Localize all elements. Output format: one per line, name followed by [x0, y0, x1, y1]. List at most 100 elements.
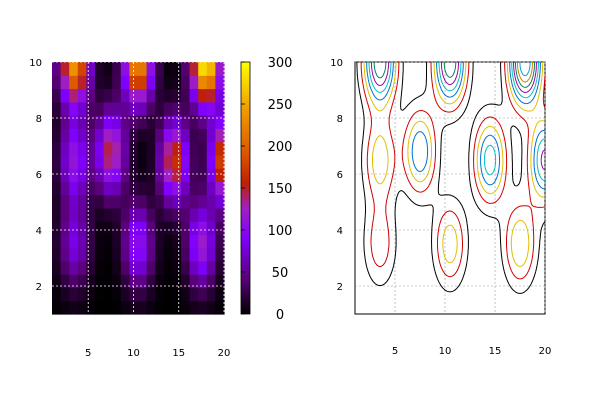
- heatmap-cell: [95, 207, 105, 222]
- heatmap-cell: [77, 128, 87, 143]
- colorbar-tick-label: 250: [268, 98, 293, 113]
- heatmap-cell: [95, 62, 105, 76]
- heatmap-cell: [77, 168, 87, 182]
- x-tick-label: 15: [489, 346, 502, 357]
- heatmap-cell: [138, 168, 148, 182]
- y-tick-label: 6: [337, 170, 343, 181]
- heatmap-cell: [103, 207, 113, 222]
- heatmap-cell: [95, 221, 105, 236]
- x-tick-label: 5: [85, 348, 91, 359]
- heatmap-cell: [155, 287, 165, 302]
- heatmap-cell: [198, 101, 208, 116]
- heatmap-cell: [215, 260, 225, 275]
- heatmap-cell: [77, 154, 87, 169]
- heatmap-cell: [60, 154, 70, 169]
- heatmap-cell: [146, 62, 156, 76]
- heatmap-cell: [198, 287, 208, 302]
- heatmap-cell: [155, 115, 165, 129]
- heatmap-cell: [206, 101, 216, 116]
- colorbar-tick-label: 150: [268, 182, 293, 197]
- heatmap-cell: [95, 234, 105, 249]
- heatmap-cell: [198, 141, 208, 156]
- heatmap-cell: [163, 221, 173, 236]
- x-tick-label: 10: [439, 346, 452, 357]
- heatmap-cell: [60, 194, 70, 209]
- heatmap-cell: [120, 234, 130, 249]
- heatmap-cell: [120, 141, 130, 156]
- y-tick-label: 8: [337, 114, 343, 125]
- heatmap-cell: [120, 75, 130, 90]
- heatmap-cell: [146, 207, 156, 222]
- heatmap-cell: [155, 247, 165, 262]
- heatmap-cell: [69, 128, 79, 143]
- heatmap-cell: [103, 101, 113, 116]
- heatmap-cell: [146, 128, 156, 143]
- contour-line: [373, 62, 536, 88]
- heatmap-cell: [146, 300, 156, 315]
- colorbar-tick-label: 200: [268, 140, 293, 155]
- heatmap-cell: [95, 194, 105, 209]
- contour-line: [356, 62, 545, 294]
- heatmap-cell: [52, 141, 62, 156]
- heatmap-cell: [52, 300, 62, 315]
- heatmap-cell: [77, 88, 87, 103]
- heatmap-cell: [198, 300, 208, 315]
- heatmap-cell: [60, 101, 70, 116]
- heatmap-cell: [155, 168, 165, 182]
- heatmap-cell: [163, 128, 173, 143]
- heatmap-cell: [163, 141, 173, 156]
- heatmap-cell: [52, 88, 62, 103]
- heatmap-cell: [181, 101, 191, 116]
- heatmap-cell: [172, 274, 182, 289]
- heatmap-cell: [120, 168, 130, 182]
- heatmap-cell: [172, 300, 182, 315]
- heatmap-cell: [129, 260, 139, 275]
- heatmap-cell: [155, 62, 165, 76]
- heatmap-cell: [60, 75, 70, 90]
- heatmap-cell: [146, 88, 156, 103]
- heatmap-cell: [146, 168, 156, 182]
- heatmap-cell: [69, 168, 79, 182]
- heatmap-cell: [215, 221, 225, 236]
- heatmap-cell: [129, 234, 139, 249]
- heatmap-cell: [86, 247, 96, 262]
- heatmap-cell: [52, 234, 62, 249]
- heatmap-cell: [138, 234, 148, 249]
- heatmap-cell: [146, 115, 156, 129]
- heatmap-cell: [69, 115, 79, 129]
- heatmap-cell: [206, 115, 216, 129]
- heatmap-cell: [189, 181, 199, 196]
- heatmap-cell: [86, 75, 96, 90]
- heatmap-cell: [69, 300, 79, 315]
- heatmap-cell: [215, 115, 225, 129]
- x-tick-label: 5: [392, 346, 398, 357]
- heatmap-cell: [181, 115, 191, 129]
- heatmap-cell: [215, 75, 225, 90]
- heatmap-cell: [181, 221, 191, 236]
- heatmap-cell: [129, 207, 139, 222]
- heatmap-cell: [52, 287, 62, 302]
- heatmap-cell: [181, 274, 191, 289]
- heatmap-cell: [215, 234, 225, 249]
- heatmap-cell: [181, 75, 191, 90]
- heatmap-cell: [129, 300, 139, 315]
- heatmap-cell: [172, 62, 182, 76]
- heatmap-cell: [120, 101, 130, 116]
- heatmap-cell: [103, 300, 113, 315]
- heatmap-cell: [86, 221, 96, 236]
- heatmap-cell: [60, 300, 70, 315]
- heatmap-cell: [172, 101, 182, 116]
- heatmap-cell: [60, 141, 70, 156]
- heatmap-cell: [189, 62, 199, 76]
- heatmap-cell: [206, 75, 216, 90]
- heatmap-cell: [129, 101, 139, 116]
- heatmap-cell: [95, 181, 105, 196]
- heatmap-cell: [103, 274, 113, 289]
- heatmap-cell: [103, 168, 113, 182]
- heatmap-cell: [138, 115, 148, 129]
- heatmap-cell: [163, 115, 173, 129]
- heatmap-cell: [163, 101, 173, 116]
- heatmap-cell: [189, 154, 199, 169]
- heatmap-cell: [60, 247, 70, 262]
- heatmap-cell: [163, 300, 173, 315]
